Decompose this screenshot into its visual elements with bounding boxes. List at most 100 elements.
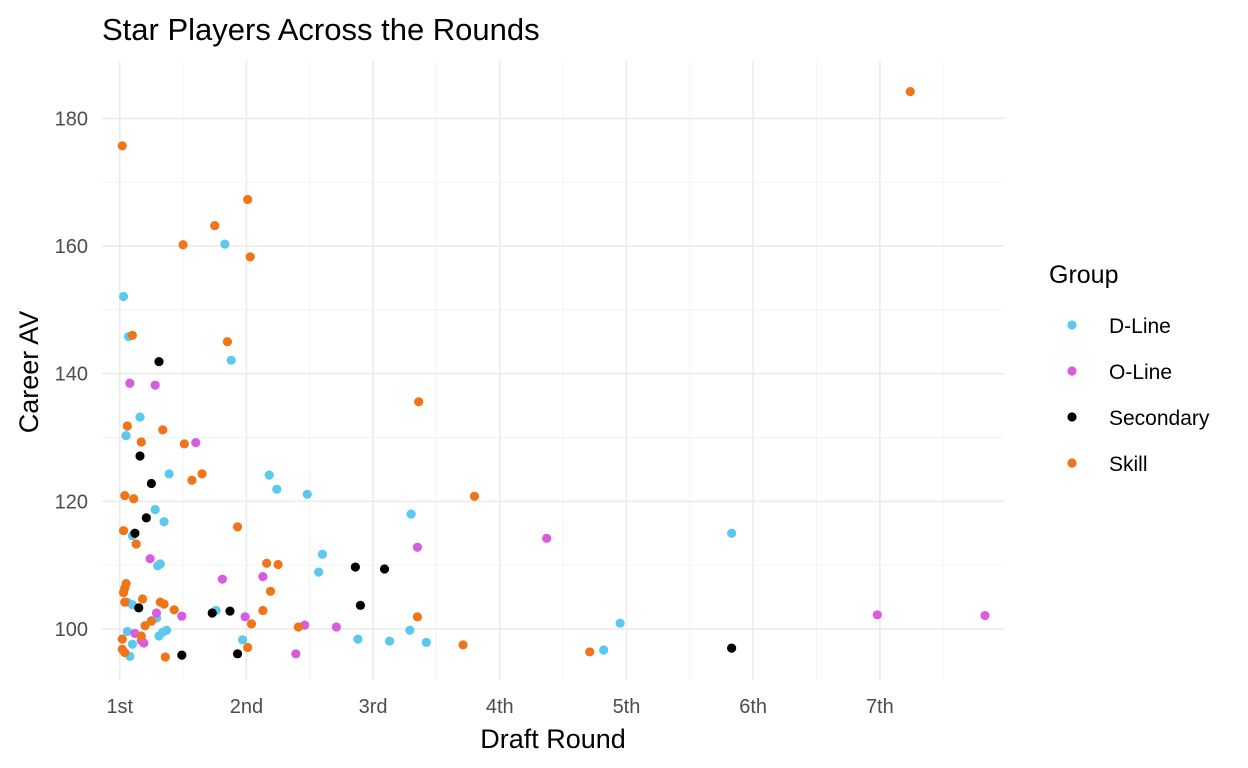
- data-point: [127, 639, 138, 649]
- data-point: [353, 634, 363, 644]
- y-tick-label: 100: [55, 619, 88, 641]
- data-point: [225, 606, 235, 616]
- legend-marker: [1067, 320, 1077, 330]
- grid: [102, 61, 1004, 680]
- data-point: [238, 635, 248, 645]
- data-point: [151, 608, 162, 618]
- legend-item: Secondary: [1067, 407, 1210, 430]
- y-tick-label: 120: [55, 491, 88, 513]
- data-point: [293, 622, 303, 632]
- data-point: [136, 437, 146, 447]
- x-tick-label: 4th: [486, 696, 514, 718]
- data-point: [243, 642, 253, 653]
- data-point: [302, 489, 312, 499]
- data-point: [207, 608, 217, 618]
- data-point: [414, 397, 424, 407]
- x-tick-label: 5th: [613, 696, 641, 718]
- data-point: [412, 612, 423, 622]
- x-tick-label: 2nd: [230, 696, 263, 718]
- data-point: [162, 625, 172, 635]
- data-point: [178, 240, 188, 250]
- data-point: [542, 533, 552, 543]
- series-o-line: [125, 378, 990, 659]
- x-axis-ticks: 1st 2nd 3rd 4th 5th 6th 7th: [106, 696, 893, 718]
- data-point: [159, 517, 169, 527]
- data-point: [137, 594, 148, 604]
- data-point: [727, 643, 737, 653]
- data-point: [134, 603, 144, 613]
- data-point: [615, 618, 625, 628]
- data-point: [469, 491, 480, 501]
- data-point: [141, 513, 151, 523]
- data-point: [258, 605, 268, 616]
- data-point: [164, 469, 174, 479]
- legend-marker: [1067, 458, 1077, 468]
- legend-label: O-Line: [1109, 361, 1172, 384]
- data-point: [158, 425, 168, 435]
- data-point: [220, 239, 230, 249]
- data-point: [246, 619, 257, 629]
- y-axis-title: Career AV: [14, 311, 44, 434]
- legend-label: D-Line: [1109, 315, 1171, 338]
- data-point: [421, 637, 431, 647]
- data-point: [379, 564, 390, 574]
- data-points: [117, 87, 990, 662]
- data-point: [139, 638, 149, 648]
- x-axis-title: Draft Round: [480, 724, 626, 754]
- data-point: [232, 649, 243, 659]
- data-point: [905, 87, 915, 97]
- data-point: [117, 634, 127, 644]
- data-point: [217, 574, 227, 584]
- data-point: [245, 252, 255, 262]
- y-tick-label: 180: [55, 108, 88, 130]
- legend-marker: [1067, 412, 1077, 422]
- x-tick-label: 7th: [866, 696, 894, 718]
- legend-marker: [1067, 366, 1077, 376]
- data-point: [727, 528, 737, 538]
- data-point: [150, 505, 160, 515]
- data-point: [187, 475, 197, 485]
- data-point: [291, 649, 301, 659]
- data-point: [272, 484, 282, 494]
- data-point: [129, 494, 139, 504]
- legend-item: D-Line: [1067, 315, 1171, 338]
- data-point: [350, 562, 360, 572]
- data-point: [135, 451, 145, 461]
- data-point: [120, 490, 130, 501]
- data-point: [136, 631, 146, 641]
- data-point: [226, 355, 236, 365]
- data-point: [177, 611, 187, 621]
- data-point: [331, 622, 341, 632]
- data-point: [160, 652, 170, 662]
- data-point: [240, 612, 250, 622]
- data-point: [122, 421, 132, 431]
- data-point: [258, 572, 268, 582]
- data-point: [117, 141, 127, 151]
- x-tick-label: 3rd: [359, 696, 388, 718]
- legend-label: Secondary: [1109, 407, 1210, 430]
- data-point: [384, 636, 395, 646]
- data-point: [118, 587, 129, 598]
- data-point: [130, 528, 140, 538]
- legend-title: Group: [1049, 261, 1118, 289]
- data-point: [146, 478, 157, 489]
- data-point: [210, 221, 220, 231]
- data-point: [265, 586, 276, 596]
- data-point: [145, 554, 155, 564]
- data-point: [125, 378, 135, 388]
- y-tick-label: 140: [55, 364, 88, 386]
- legend: Group D-Line O-Line Secondary Skill: [1049, 261, 1210, 476]
- data-point: [355, 600, 366, 610]
- data-point: [406, 509, 416, 519]
- data-point: [127, 330, 138, 341]
- y-tick-label: 160: [55, 236, 88, 258]
- data-point: [118, 526, 129, 536]
- data-point: [154, 356, 164, 367]
- data-point: [412, 542, 423, 552]
- data-point: [120, 647, 130, 658]
- data-point: [317, 549, 328, 559]
- chart-title: Star Players Across the Rounds: [102, 12, 540, 47]
- data-point: [177, 650, 187, 660]
- data-point: [135, 412, 145, 422]
